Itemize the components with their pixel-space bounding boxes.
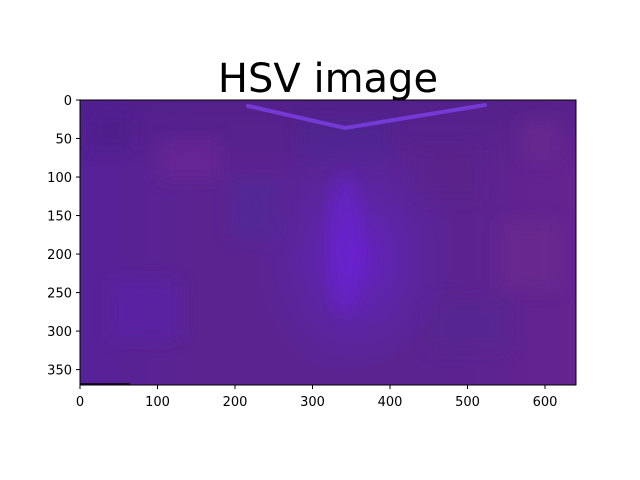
x-tick-label: 300 (300, 395, 325, 410)
y-axis: 0 50 100 150 200 250 300 350 (47, 94, 80, 379)
y-tick-label: 350 (47, 364, 72, 379)
y-tick-label: 200 (47, 248, 72, 263)
image-frame (79, 99, 577, 386)
hsv-image (80, 100, 576, 385)
x-tick-label: 500 (455, 395, 480, 410)
y-tick-label: 150 (47, 210, 72, 225)
x-tick-label: 200 (223, 395, 248, 410)
y-tick-label: 50 (55, 133, 72, 148)
y-tick-label: 0 (64, 94, 72, 109)
x-tick-label: 100 (145, 395, 170, 410)
y-tick-label: 100 (47, 171, 72, 186)
x-tick-label: 0 (76, 395, 84, 410)
x-tick-label: 600 (533, 395, 558, 410)
figure-title: HSV image (218, 56, 438, 102)
y-tick-label: 250 (47, 287, 72, 302)
x-axis: 0 100 200 300 400 500 600 (76, 385, 558, 410)
y-tick-label: 300 (47, 325, 72, 340)
x-tick-label: 400 (378, 395, 403, 410)
